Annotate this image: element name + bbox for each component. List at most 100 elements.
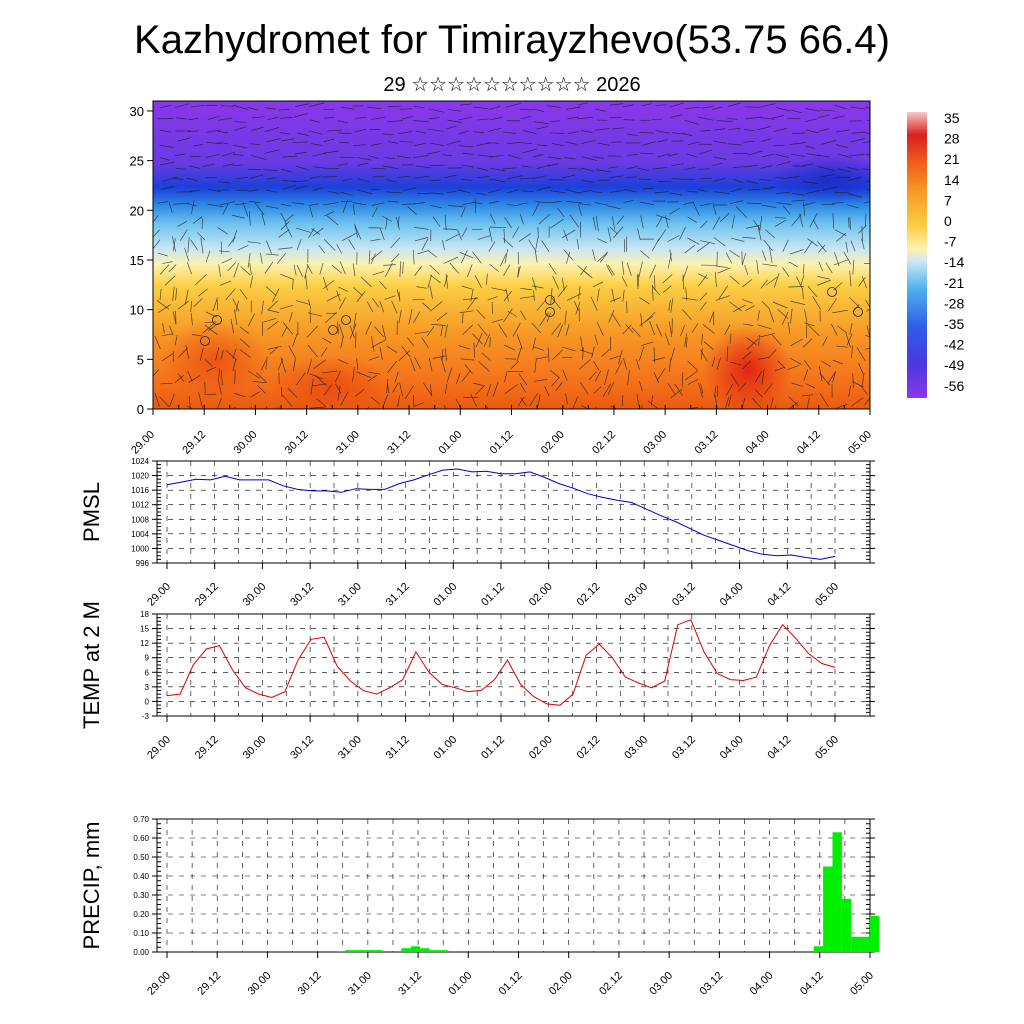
wind-vector: [781, 312, 789, 325]
x-tick-label: 29.12: [193, 734, 221, 762]
wind-vector: [228, 236, 236, 247]
wind-vector: [162, 261, 173, 264]
wind-vector: [507, 142, 519, 145]
wind-vector: [680, 325, 685, 337]
wind-vector: [384, 262, 393, 278]
wind-vector: [534, 121, 550, 125]
wind-vector: [858, 276, 866, 287]
wind-vector: [713, 237, 726, 247]
wind-vector: [772, 115, 784, 119]
wind-vector: [520, 397, 527, 407]
wind-vector: [429, 301, 443, 312]
wind-vector: [610, 405, 618, 409]
wind-vector: [385, 179, 398, 183]
wind-vector: [236, 177, 249, 179]
wind-vector: [445, 125, 457, 130]
x-tick-label: 31.12: [396, 970, 424, 998]
wind-vector: [832, 213, 835, 229]
wind-vector: [592, 281, 604, 288]
wind-vector: [802, 394, 814, 397]
wind-vector: [383, 264, 396, 266]
wind-vector: [340, 391, 349, 406]
wind-vector: [267, 321, 279, 330]
wind-vector: [427, 275, 432, 289]
wind-vector: [250, 391, 260, 398]
wind-vector: [552, 143, 565, 147]
wind-vector: [265, 356, 268, 370]
wind-vector: [788, 261, 799, 268]
precip-bar: [832, 832, 842, 952]
wind-vector: [251, 126, 264, 131]
wind-vector: [356, 358, 359, 371]
wind-vector: [459, 310, 474, 314]
wind-vector: [429, 142, 445, 147]
wind-vector: [752, 397, 762, 409]
wind-vector: [699, 130, 711, 132]
x-tick-label: 01.00: [431, 734, 459, 762]
wind-vector: [232, 144, 248, 149]
wind-vector: [683, 167, 696, 170]
precip-bar: [860, 936, 870, 952]
wind-vector: [414, 331, 429, 335]
wind-vector: [805, 129, 819, 134]
wind-vector: [566, 251, 571, 264]
wind-vector: [220, 349, 224, 360]
wind-vector: [522, 130, 537, 135]
colorbar-label: -28: [944, 295, 964, 311]
wind-vector: [449, 262, 460, 274]
wind-vector: [700, 301, 707, 311]
wind-vector: [575, 301, 581, 315]
wind-vector: [281, 180, 297, 182]
precip-bar: [813, 946, 824, 952]
wind-vector: [730, 187, 743, 193]
wind-vector: [360, 276, 372, 288]
wind-vector: [597, 238, 608, 244]
wind-vector: [770, 397, 774, 409]
wind-vector: [850, 240, 856, 252]
wind-vector: [492, 382, 499, 397]
wind-vector: [818, 166, 834, 171]
wind-vector: [516, 347, 522, 362]
wind-vector: [206, 142, 223, 145]
wind-vector: [338, 286, 349, 292]
wind-vector: [397, 395, 401, 408]
wind-vector: [725, 383, 734, 396]
wind-vector: [162, 323, 165, 334]
wind-vector: [671, 178, 685, 180]
wind-vector: [562, 346, 576, 352]
x-tick-label: 31.00: [336, 734, 364, 762]
wind-vector: [287, 387, 298, 398]
wind-vector: [847, 167, 859, 170]
wind-vector: [392, 382, 399, 393]
wind-vector: [309, 175, 322, 180]
wind-vector: [583, 270, 593, 279]
wind-vector: [532, 108, 545, 113]
wind-vector: [744, 264, 749, 275]
wind-vector: [669, 207, 681, 215]
wind-vector: [670, 298, 674, 313]
wind-vector: [309, 119, 321, 123]
colorbar-scale: [907, 112, 927, 398]
wind-vector: [371, 202, 385, 206]
wind-vector: [729, 333, 732, 344]
wind-vector: [217, 130, 228, 134]
wind-vector: [352, 367, 355, 382]
wind-vector: [248, 313, 255, 327]
wind-vector: [532, 277, 537, 291]
wind-vector: [713, 156, 727, 160]
wind-vector: [232, 358, 237, 371]
wind-vector: [264, 127, 279, 133]
wind-vector: [535, 237, 539, 250]
wind-vector: [190, 300, 193, 312]
wind-vector: [462, 201, 476, 205]
wind-vector: [652, 167, 667, 170]
wind-vector: [535, 356, 548, 360]
wind-vector: [472, 251, 482, 264]
wind-vector: [697, 189, 708, 192]
wind-vector: [308, 203, 319, 207]
wind-vector: [746, 338, 759, 351]
wind-vector: [233, 262, 240, 278]
wind-vector: [161, 353, 173, 362]
wind-vector: [817, 275, 830, 280]
wind-vector: [204, 324, 218, 335]
